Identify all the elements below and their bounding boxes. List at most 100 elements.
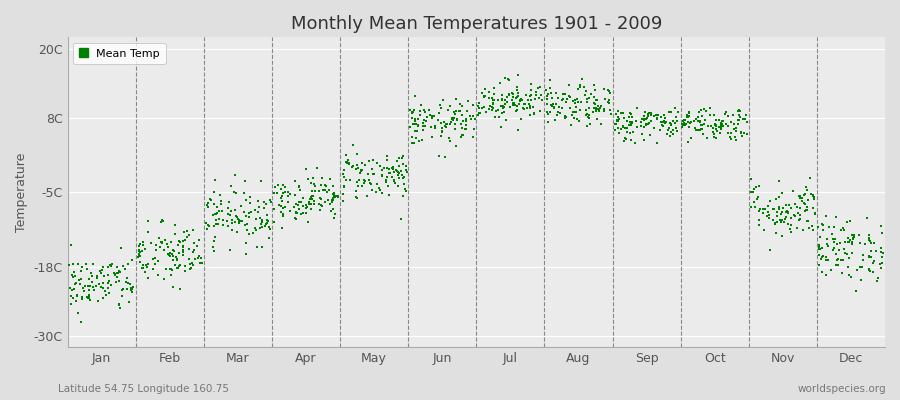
Point [172, 263, 186, 270]
Point [467, 115, 482, 122]
Point [403, 107, 418, 114]
Point [487, 91, 501, 98]
Point [819, 254, 833, 260]
Point [539, 101, 554, 108]
Point [541, 119, 555, 125]
Point [365, 166, 380, 172]
Point [138, 246, 152, 252]
Point [98, 292, 112, 298]
Point [125, 289, 140, 296]
Point [261, 224, 275, 230]
Point [592, 107, 607, 113]
Point [518, 92, 533, 98]
Point [510, 103, 525, 110]
Point [866, 268, 880, 275]
Point [106, 270, 121, 276]
Point [638, 116, 652, 122]
Point [784, 228, 798, 235]
Point [459, 126, 473, 132]
Point [310, 164, 324, 171]
Point [775, 217, 789, 224]
Point [382, 170, 397, 176]
Point [496, 103, 510, 110]
Point [795, 198, 809, 205]
Point [812, 262, 826, 268]
Point [820, 236, 834, 242]
Point [601, 100, 616, 106]
Point [641, 113, 655, 119]
Point [511, 92, 526, 99]
Point [276, 211, 291, 217]
Point [589, 105, 603, 111]
Point [502, 91, 517, 98]
Point [272, 201, 286, 208]
Point [104, 263, 118, 269]
Point [423, 111, 437, 118]
Point [814, 245, 829, 252]
Point [703, 105, 717, 111]
Point [718, 121, 733, 128]
Point [862, 232, 877, 238]
Point [735, 115, 750, 122]
Point [649, 111, 663, 118]
Point [550, 112, 564, 118]
Point [356, 180, 371, 186]
Point [597, 108, 611, 114]
Point [356, 160, 370, 166]
Point [168, 254, 183, 261]
Point [305, 192, 320, 199]
Point [185, 248, 200, 255]
Point [745, 189, 760, 195]
Point [756, 206, 770, 212]
Point [72, 276, 86, 283]
Point [842, 239, 856, 245]
Point [78, 261, 93, 267]
Point [399, 162, 413, 169]
Point [487, 85, 501, 92]
Point [812, 252, 826, 258]
Point [548, 90, 562, 96]
Point [103, 262, 117, 268]
Point [819, 213, 833, 219]
Point [502, 77, 517, 84]
Point [665, 118, 680, 125]
Point [336, 198, 350, 204]
Point [858, 241, 872, 247]
Point [734, 130, 748, 136]
Point [238, 251, 253, 258]
Point [274, 198, 289, 204]
Point [153, 218, 167, 225]
Point [382, 166, 396, 172]
Point [111, 270, 125, 277]
Point [417, 106, 431, 113]
Point [591, 103, 606, 109]
Point [775, 208, 789, 215]
Point [568, 97, 582, 104]
Point [274, 203, 288, 209]
Point [752, 183, 767, 190]
Point [656, 122, 670, 129]
Point [326, 197, 340, 203]
Point [63, 242, 77, 248]
Point [178, 268, 193, 275]
Point [731, 108, 745, 114]
Point [508, 102, 522, 108]
Point [400, 168, 414, 175]
Point [116, 262, 130, 269]
Point [790, 204, 805, 211]
Point [472, 104, 486, 111]
Point [770, 213, 784, 220]
Point [167, 248, 182, 254]
Point [664, 121, 679, 127]
Point [864, 254, 878, 260]
Point [634, 116, 649, 122]
Point [171, 265, 185, 272]
Point [162, 252, 176, 258]
Point [222, 212, 237, 218]
Point [358, 162, 373, 168]
Point [300, 204, 314, 210]
Point [167, 262, 182, 268]
Point [158, 265, 173, 272]
Point [744, 203, 759, 210]
Point [614, 110, 628, 116]
